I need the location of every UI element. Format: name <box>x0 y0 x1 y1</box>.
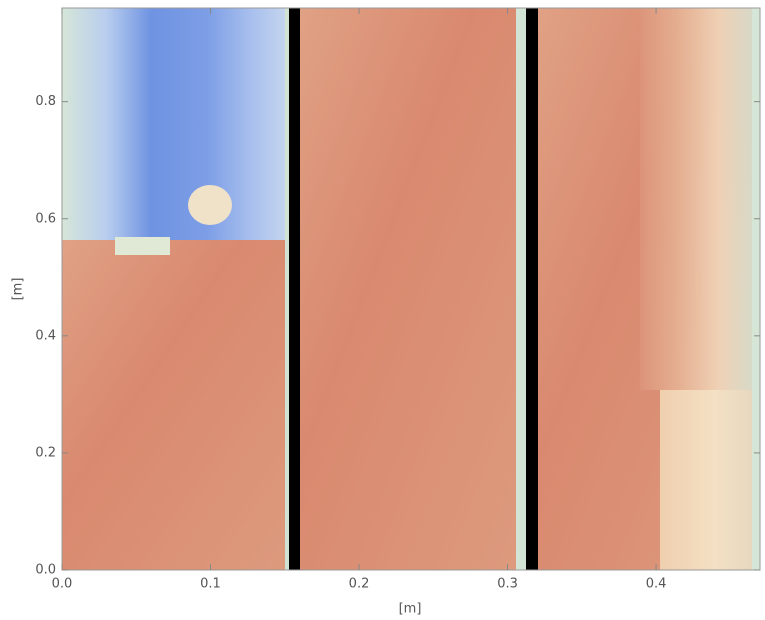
plot-frame <box>61 7 761 571</box>
y-tick-label: 0.4 <box>35 328 56 343</box>
x-tick-label: 0.2 <box>349 577 370 592</box>
y-tick-label: 0.8 <box>35 94 56 109</box>
y-axis-label: [m] <box>11 278 26 301</box>
x-tick-label: 0.0 <box>52 577 73 592</box>
y-tick-label: 0.6 <box>35 211 56 226</box>
y-tick-label: 0.2 <box>35 445 56 460</box>
heatmap-image <box>61 7 761 571</box>
x-tick-label: 0.1 <box>200 577 221 592</box>
x-tick-label: 0.3 <box>497 577 518 592</box>
x-axis-label: [m] <box>399 602 422 617</box>
y-tick-label: 0.0 <box>35 563 56 578</box>
x-tick-label: 0.4 <box>646 577 667 592</box>
